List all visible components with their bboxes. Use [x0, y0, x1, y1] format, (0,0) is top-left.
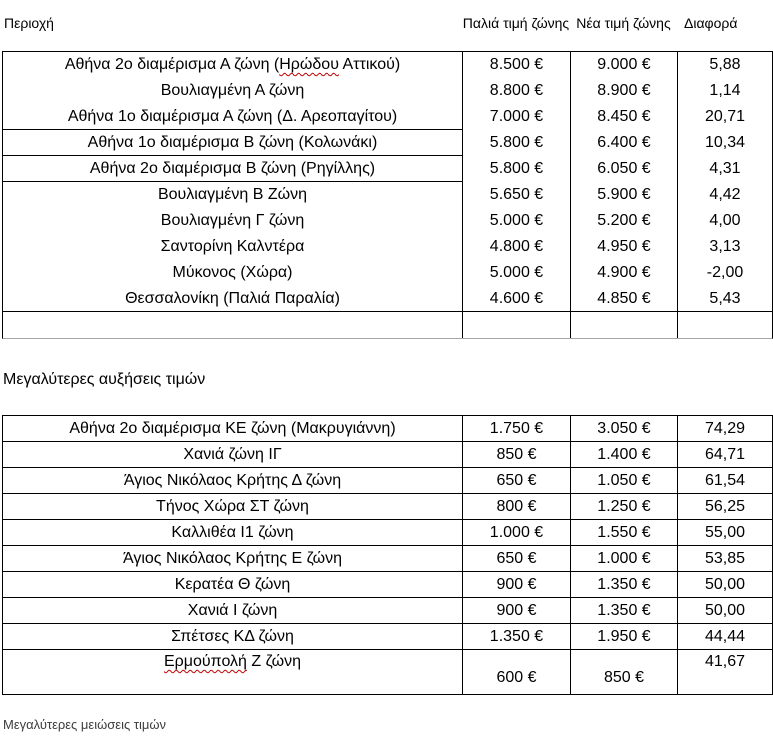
old-price-cell: 5.800 € [463, 130, 571, 156]
new-price-cell: 1.000 € [571, 546, 678, 572]
old-price-cell: 900 € [463, 572, 571, 598]
region-text: Αθήνα 2ο διαμέρισμα Α ζώνη ( [64, 56, 280, 73]
diff-cell: 20,71 [704, 108, 746, 125]
diff-cell: 56,25 [678, 494, 772, 520]
region-cell: Βουλιαγμένη Α ζώνη [3, 78, 463, 104]
region-cell: Άγιος Νικόλαος Κρήτης Ε ζώνη [3, 546, 463, 572]
price-table-top-zones: Αθήνα 2ο διαμέρισμα Α ζώνη (Ηρώδου Αττικ… [2, 51, 773, 339]
old-price-cell: 5.650 € [463, 182, 571, 208]
diff-column-label: Διαφορά [684, 15, 738, 31]
new-price-cell: 1.050 € [571, 468, 678, 494]
old-price-cell: 650 € [463, 546, 571, 572]
diff-cell: 3,13 [709, 238, 741, 255]
old-price-cell: 600 € [463, 650, 571, 694]
new-price-cell: 3.050 € [571, 416, 678, 442]
new-price-cell: 5.200 € [571, 208, 678, 234]
section-title-increases: Μεγαλύτερες αυξήσεις τιμών [3, 371, 206, 388]
region-cell: Αθήνα 2ο διαμέρισμα ΚΕ ζώνη (Μακρυγιάννη… [3, 416, 463, 442]
region-cell: Αθήνα 2ο διαμέρισμα Α ζώνη (Ηρώδου Αττικ… [3, 52, 463, 78]
old-price-cell: 4.600 € [463, 286, 571, 312]
new-price-cell: 8.900 € [571, 78, 678, 104]
new-price-cell: 1.400 € [571, 442, 678, 468]
region-cell: Σπέτσες ΚΔ ζώνη [3, 624, 463, 650]
region-cell: Θεσσαλονίκη (Παλιά Παραλία) [3, 286, 463, 312]
new-price-cell: 4.950 € [571, 234, 678, 260]
region-cell: Τήνος Χώρα ΣΤ ζώνη [3, 494, 463, 520]
old-price-cell: 650 € [463, 468, 571, 494]
column-header-row: Περιοχή Παλιά τιμή ζώνης Νέα τιμή ζώνης … [2, 13, 771, 33]
diff-cell: 44,44 [678, 624, 772, 650]
new-price-cell: 4.850 € [571, 286, 678, 312]
old-price-cell: 800 € [463, 494, 571, 520]
region-cell: Αθήνα 1ο διαμέρισμα Β ζώνη (Κολωνάκι) [3, 130, 463, 156]
old-price-cell: 5.000 € [463, 208, 571, 234]
old-price-cell: 900 € [463, 598, 571, 624]
spellcheck-underline-word: Ηρώδου [279, 56, 339, 73]
new-price-cell: 6.050 € [571, 156, 678, 182]
old-price-cell: 5.000 € [463, 260, 571, 286]
new-price-cell: 8.450 € [571, 104, 678, 130]
diff-cell: 10,34 [704, 134, 746, 151]
diff-cell: 61,54 [678, 468, 772, 494]
region-cell: Κερατέα Θ ζώνη [3, 572, 463, 598]
diff-cell: 4,00 [709, 212, 741, 229]
diff-cell: 4,31 [709, 160, 741, 177]
region-cell: Χανιά Ι ζώνη [3, 598, 463, 624]
region-cell: Βουλιαγμένη Β Ζώνη [3, 182, 463, 208]
diff-cell: 50,00 [678, 598, 772, 624]
region-cell: Αθήνα 1ο διαμέρισμα Α ζώνη (Δ. Αρεοπαγίτ… [3, 104, 463, 130]
diff-cell: 50,00 [678, 572, 772, 598]
region-cell: Βουλιαγμένη Γ ζώνη [3, 208, 463, 234]
old-price-cell: 5.800 € [463, 156, 571, 182]
region-cell: Μύκονος (Χώρα) [3, 260, 463, 286]
new-price-cell: 1.350 € [571, 598, 678, 624]
region-cell [3, 312, 463, 338]
old-price-cell: 8.500 € [463, 52, 571, 78]
region-cell: Χανιά ζώνη ΙΓ [3, 442, 463, 468]
diff-cell: 5,43 [678, 286, 772, 312]
old-price-cell: 8.800 € [463, 78, 571, 104]
new-price-cell: 1.350 € [571, 572, 678, 598]
new-price-cell: 9.000 € [571, 52, 678, 78]
new-price-cell: 4.900 € [571, 260, 678, 286]
diff-cell: 1,14 [709, 82, 741, 99]
diff-cell: 4,42 [709, 186, 741, 203]
diff-cell: 74,29 [678, 416, 772, 442]
diff-cell: 55,00 [678, 520, 772, 546]
region-text: Ζ ζώνη [246, 653, 301, 670]
region-cell: Άγιος Νικόλαος Κρήτης Δ ζώνη [3, 468, 463, 494]
old-price-cell: 850 € [463, 442, 571, 468]
old-price-cell: 1.000 € [463, 520, 571, 546]
diff-cell: 41,67 [704, 653, 746, 670]
new-price-cell: 5.900 € [571, 182, 678, 208]
new-price-cell: 6.400 € [571, 130, 678, 156]
region-text: Αττικού) [338, 56, 401, 73]
new-price-cell: 1.250 € [571, 494, 678, 520]
diff-cell: 53,85 [678, 546, 772, 572]
old-price-cell: 7.000 € [463, 104, 571, 130]
region-cell: Καλλιθέα Ι1 ζώνη [3, 520, 463, 546]
old-price-cell: 1.750 € [463, 416, 571, 442]
old-price-column-label: Παλιά τιμή ζώνης [462, 15, 570, 31]
region-cell: Αθήνα 2ο διαμέρισμα Β ζώνη (Ρηγίλλης) [3, 156, 463, 182]
price-table-biggest-increases: Αθήνα 2ο διαμέρισμα ΚΕ ζώνη (Μακρυγιάννη… [2, 415, 773, 695]
old-price-cell: 1.350 € [463, 624, 571, 650]
diff-cell: 64,71 [678, 442, 772, 468]
new-price-cell [571, 312, 678, 338]
new-price-cell: 1.550 € [571, 520, 678, 546]
region-cell: Ερμούπολή Ζ ζώνη [3, 650, 463, 694]
new-price-column-label: Νέα τιμή ζώνης [576, 15, 671, 31]
old-price-cell: 4.800 € [463, 234, 571, 260]
diff-cell: -2,00 [706, 264, 744, 281]
diff-cell: 5,88 [709, 56, 741, 73]
region-column-label: Περιοχή [4, 15, 54, 31]
diff-cell [678, 312, 772, 338]
region-cell: Σαντορίνη Καλντέρα [3, 234, 463, 260]
section-title-decreases: Μεγαλύτερες μειώσεις τιμών [3, 717, 167, 732]
old-price-cell [463, 312, 571, 338]
new-price-cell: 850 € [571, 650, 678, 694]
spellcheck-underline-word: Ερμούπολή [164, 653, 247, 670]
new-price-cell: 1.950 € [571, 624, 678, 650]
